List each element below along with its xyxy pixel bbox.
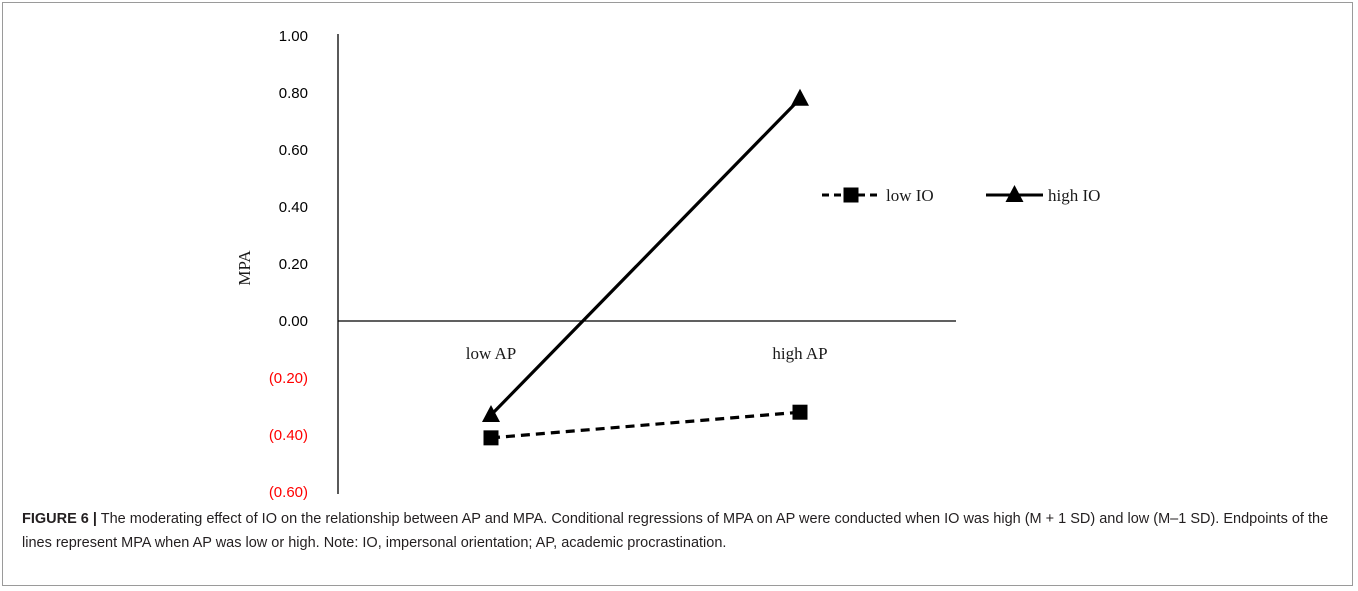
square-marker [792,404,808,420]
y-tick-label: 0.20 [279,256,308,273]
y-tick-label: 0.00 [279,313,308,330]
y-tick-label: (0.60) [269,484,308,501]
y-axis-title: MPA [235,250,254,286]
y-tick-label: 0.80 [279,85,308,102]
caption-text: The moderating effect of IO on the relat… [22,511,1329,551]
series-group [482,88,809,446]
series-line [490,410,801,440]
y-axis: 1.00 0.80 0.60 0.40 0.20 0.00 (0.20) (0.40) (0.6… [269,28,339,501]
y-tick-label: (0.20) [269,370,308,387]
legend-square-marker [843,187,859,203]
y-tick-label: 0.40 [279,199,308,216]
triangle-marker [791,88,809,106]
legend: low IO high IO [822,185,1100,205]
legend-triangle-marker [1005,185,1024,202]
y-tick-label: 0.60 [279,142,308,159]
square-marker [483,430,499,446]
x-tick-label: high AP [772,344,827,363]
x-tick-label: low AP [466,344,517,363]
y-tick-label: 1.00 [279,28,308,45]
y-tick-label: (0.40) [269,427,308,444]
legend-label: low IO [886,186,934,205]
figure-caption: FIGURE 6 | The moderating effect of IO o… [22,508,1340,555]
series-line [489,97,802,417]
figure-label: FIGURE 6 | [22,511,97,527]
x-axis: low AP high AP [338,320,956,363]
triangle-marker [482,405,500,423]
legend-label: high IO [1048,186,1100,205]
